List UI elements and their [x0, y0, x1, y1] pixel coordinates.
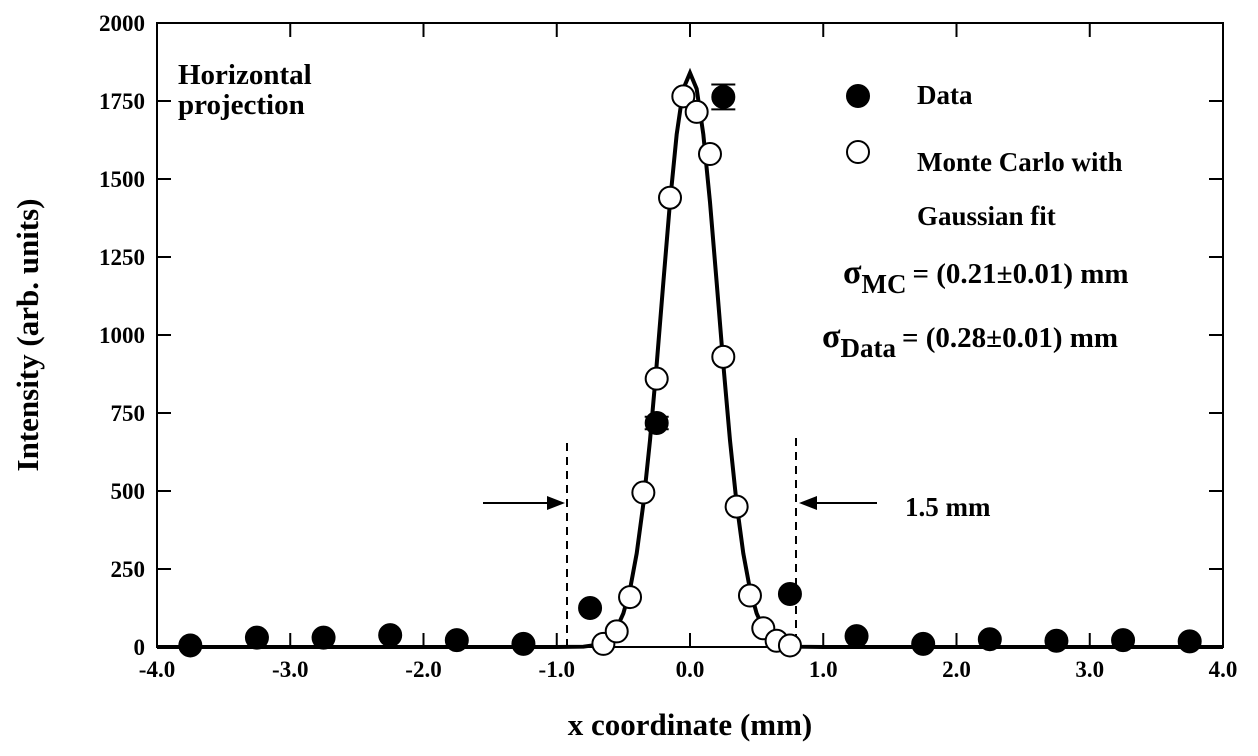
data-point — [1044, 628, 1069, 653]
x-tick-label: -1.0 — [539, 657, 575, 682]
data-point — [244, 625, 269, 650]
panel-label: Horizontal projection — [178, 59, 312, 121]
sigma-symbol: σ — [822, 318, 841, 355]
y-tick-label: 2000 — [99, 11, 145, 36]
y-tick-label: 1250 — [99, 245, 145, 270]
y-tick-label: 1000 — [99, 323, 145, 348]
sigma-subscript: MC — [862, 269, 907, 299]
y-tick-label: 0 — [134, 635, 146, 660]
x-tick-label: 1.0 — [809, 657, 838, 682]
sigma-text: = (0.21±0.01) mm — [912, 258, 1128, 290]
data-point — [178, 633, 203, 658]
y-tick-label: 1500 — [99, 167, 145, 192]
mc-point — [724, 494, 749, 519]
legend-label: Monte Carlo with Gaussian fit — [917, 147, 1123, 231]
x-tick-label: 3.0 — [1075, 657, 1104, 682]
y-tick-label: 250 — [111, 557, 146, 582]
data-point — [777, 581, 802, 606]
sigma-mc: σMC = (0.21±0.01) mm — [843, 254, 1129, 299]
mc-point — [737, 583, 762, 608]
data-point — [1111, 628, 1136, 653]
x-tick-label: -2.0 — [405, 657, 441, 682]
mc-point — [658, 185, 683, 210]
y-tick-label: 500 — [111, 479, 146, 504]
legend-label: Data — [917, 80, 973, 110]
legend-marker — [846, 84, 870, 108]
mc-point — [631, 480, 656, 505]
mc-point — [777, 633, 802, 658]
y-axis-title: Intensity (arb. units) — [10, 198, 45, 471]
data-point — [844, 624, 869, 649]
x-tick-label: 2.0 — [942, 657, 971, 682]
mc-point — [604, 619, 629, 644]
y-tick-label: 1750 — [99, 89, 145, 114]
data-point — [1177, 629, 1202, 654]
data-point — [444, 628, 469, 653]
mc-point — [618, 585, 643, 610]
sigma-subscript: Data — [841, 333, 897, 363]
x-tick-label: 0.0 — [676, 657, 705, 682]
data-point — [711, 84, 736, 109]
x-tick-label: 4.0 — [1209, 657, 1238, 682]
mc-point — [711, 344, 736, 369]
data-point — [511, 631, 536, 656]
mc-point — [644, 366, 669, 391]
data-point — [911, 631, 936, 656]
legend-marker — [846, 140, 870, 164]
sigma-symbol: σ — [843, 254, 862, 291]
arrow-head — [799, 496, 817, 510]
data-point — [311, 625, 336, 650]
mc-point — [684, 99, 709, 124]
mc-point — [671, 84, 696, 109]
y-tick-label: 750 — [111, 401, 146, 426]
data-point — [977, 627, 1002, 652]
data-point — [644, 410, 669, 435]
data-point — [578, 596, 603, 620]
sigma-text: = (0.28±0.01) mm — [902, 322, 1118, 354]
data-point — [378, 623, 403, 648]
x-tick-label: -3.0 — [272, 657, 308, 682]
width-annotation: 1.5 mm — [905, 492, 991, 522]
x-axis-title: x coordinate (mm) — [568, 707, 813, 742]
sigma-data: σData = (0.28±0.01) mm — [822, 318, 1118, 363]
arrow-head — [547, 496, 565, 510]
x-tick-label: -4.0 — [139, 657, 175, 682]
mc-point — [697, 142, 722, 167]
